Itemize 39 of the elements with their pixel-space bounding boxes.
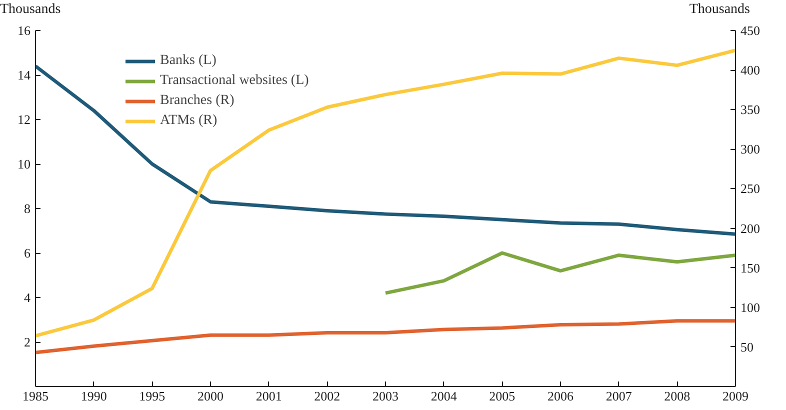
x-tick-label: 2006 — [548, 388, 574, 404]
y-tick-label: 8 — [24, 201, 30, 216]
y-tick-label: 2 — [24, 334, 30, 350]
y2-tick-label: 250 — [740, 181, 760, 196]
x-tick-label: 2003 — [372, 388, 398, 404]
x-tick-label: 2004 — [430, 388, 458, 404]
x-tick-label: 1995 — [139, 388, 166, 404]
legend-label: Transactional websites (L) — [160, 73, 309, 89]
y-tick-label: 14 — [18, 68, 31, 82]
x-tick-label: 2005 — [489, 388, 516, 404]
legend-label: ATMs (R) — [160, 113, 218, 129]
y2-tick-label: 100 — [740, 300, 760, 315]
x-tick-label: 1990 — [80, 388, 107, 404]
y2-tick-label: 350 — [740, 102, 760, 118]
y-tick-label: 16 — [18, 23, 31, 38]
y-tick-label: 12 — [18, 112, 30, 127]
x-tick-label: 2000 — [198, 388, 224, 404]
x-tick-label: 2009 — [722, 388, 748, 404]
ylabel: Thousands — [0, 1, 61, 19]
x-tick-label: 2007 — [606, 388, 632, 404]
legend-label: Banks (L) — [160, 53, 216, 69]
line-series — [36, 48, 736, 338]
y2label: Thousands — [689, 1, 750, 19]
y2-tick-label: 150 — [740, 260, 760, 276]
x-tick-label: 2001 — [256, 388, 282, 404]
y-tick-label: 10 — [18, 156, 30, 172]
y2-tick-label: 50 — [740, 339, 754, 354]
y-tick-label: 6 — [24, 246, 31, 260]
y-tick-label: 4 — [24, 290, 31, 305]
legend-label: Branches (R) — [160, 93, 234, 109]
y2-tick-label: 200 — [740, 220, 760, 236]
y2-tick-label: 300 — [740, 142, 760, 157]
line-series — [36, 319, 736, 354]
y2-tick-label: 450 — [740, 23, 760, 38]
x-tick-label: 2008 — [664, 388, 690, 404]
line-series — [384, 251, 736, 295]
x-tick-label: 2002 — [314, 388, 340, 404]
x-tick-label: 1985 — [22, 388, 48, 404]
y2-tick-label: 400 — [740, 62, 760, 78]
